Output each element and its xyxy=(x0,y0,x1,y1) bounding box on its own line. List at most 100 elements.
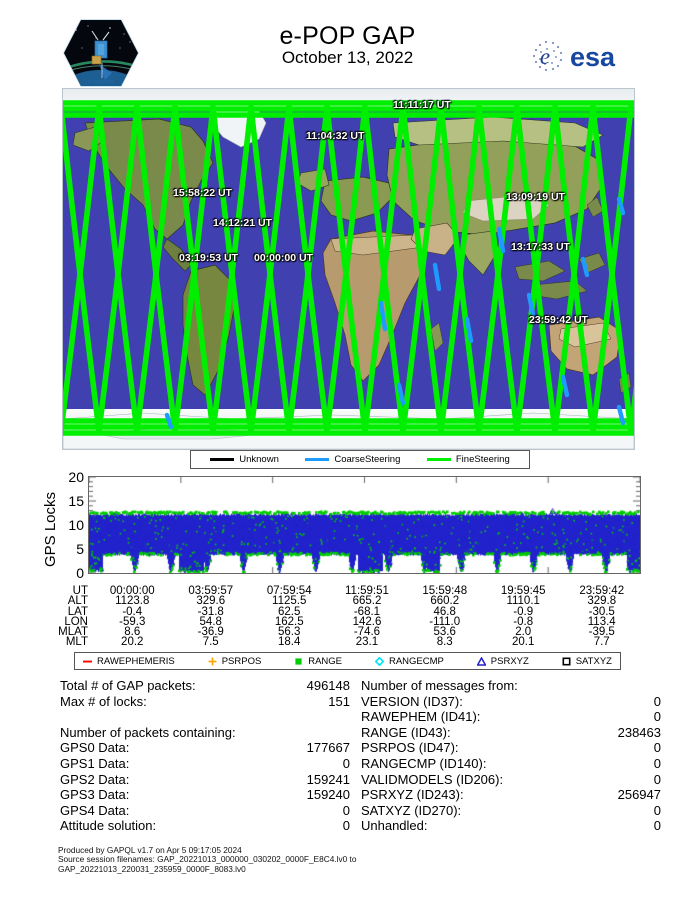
stat-label: GPS1 Data: xyxy=(60,755,130,771)
map-ut-label: 13:17:33 UT xyxy=(511,241,570,253)
ephemeris-row-label: LAT xyxy=(67,605,88,618)
stat-value: 0 xyxy=(653,818,661,834)
stat-total-packets: Total # of GAP packets: 496148 xyxy=(60,678,350,694)
stat-label: GPS2 Data: xyxy=(60,771,130,787)
triangle-marker-icon xyxy=(476,655,487,666)
stat-value: 496148 xyxy=(306,678,350,693)
ephemeris-cell: 07:59:54 xyxy=(266,585,312,597)
stat-row: Attitude solution: 0 xyxy=(60,818,350,834)
legend-label: SATXYZ xyxy=(575,655,612,667)
stat-row: SATXYZ (ID270): 0 xyxy=(361,803,661,819)
ephemeris-cell: 660.2 xyxy=(430,595,460,608)
stat-label: Attitude solution: xyxy=(60,818,157,834)
ephemeris-cell: 20.2 xyxy=(121,636,144,649)
ephemeris-grid: UT 00:00:00 03:59:57 07:59:54 11:59:51 15:59:… xyxy=(46,585,641,649)
statistics-section: Total # of GAP packets: 496148 Max # of … xyxy=(46,678,661,838)
ephemeris-cell: 03:59:57 xyxy=(188,585,234,597)
ephemeris-cell: 1123.8 xyxy=(115,595,150,608)
line-swatch-icon xyxy=(210,458,235,461)
legend-item-psrpos: PSRPOS xyxy=(208,655,262,667)
line-swatch-icon xyxy=(426,458,451,461)
stat-label: GPS4 Data: xyxy=(60,802,130,818)
footer-provenance: Produced by GAPQL v1.7 on Apr 5 09:17:05… xyxy=(58,845,658,874)
plus-marker-icon xyxy=(208,657,217,666)
legend-label: RANGECMP xyxy=(388,655,444,667)
ephemeris-cell: 665.2 xyxy=(352,595,382,608)
stat-value: 0 xyxy=(653,802,661,818)
map-ut-label: 13:09:19 UT xyxy=(506,191,565,203)
ephemeris-cell: 19:59:45 xyxy=(500,585,546,597)
stat-label: GPS3 Data: xyxy=(60,787,130,803)
square-marker-icon xyxy=(294,657,303,666)
stat-label: PSRPOS (ID47): xyxy=(361,740,459,756)
ephemeris-cell: 329.6 xyxy=(196,595,226,608)
esa-logo-icon: e esa xyxy=(530,39,616,73)
ephemeris-cell: -39.5 xyxy=(588,626,615,639)
ephemeris-row: LON -59.3 54.8 162.5 142.6 -111.0 -0.8 113.4 xyxy=(46,615,641,628)
y-tick-label: 10 xyxy=(68,517,84,533)
legend-item-coarsesteering: CoarseSteering xyxy=(305,454,400,465)
ephemeris-cell: 7.5 xyxy=(202,636,219,649)
chart-y-axis-label: GPS Locks xyxy=(42,491,59,567)
y-tick-label: 20 xyxy=(68,469,84,485)
stat-row: PSRXYZ (ID243): 256947 xyxy=(361,787,661,803)
stat-value: 159240 xyxy=(306,787,350,803)
stat-value: 0 xyxy=(653,740,661,756)
stat-label: Total # of GAP packets: xyxy=(60,678,196,693)
footer-source-line-1: Source session filenames: GAP_20221013_0… xyxy=(58,854,357,865)
stat-label: RANGE (ID43): xyxy=(361,724,451,740)
stat-label: RANGECMP (ID140): xyxy=(361,755,487,771)
legend-label: PSRPOS xyxy=(221,655,262,667)
stat-row: PSRPOS (ID47): 0 xyxy=(361,740,661,756)
ephemeris-row: MLT 20.2 7.5 18.4 23.1 8.3 20.1 7.7 xyxy=(46,636,641,649)
chart-y-axis-ticks: 20 15 10 5 0 xyxy=(60,469,86,581)
report-header: CASSIOPE e-POP GAP October 13, 2022 xyxy=(0,0,695,88)
map-legend: Unknown CoarseSteering FineSteering xyxy=(190,450,530,469)
stat-label: GPS0 Data: xyxy=(60,740,130,756)
ephemeris-cell: 142.6 xyxy=(352,615,382,628)
ephemeris-cell: -111.0 xyxy=(429,615,461,628)
ephemeris-cell: 46.8 xyxy=(433,605,456,618)
ephemeris-cell: 20.1 xyxy=(512,636,535,649)
dash-marker-icon xyxy=(83,657,92,666)
stat-row: GPS4 Data: 0 xyxy=(60,803,350,819)
ephemeris-table: UT 00:00:00 03:59:57 07:59:54 11:59:51 15:59:… xyxy=(46,585,641,649)
ephemeris-cell: -36.9 xyxy=(197,626,224,639)
svg-text:e: e xyxy=(540,44,550,69)
stat-label: VERSION (ID37): xyxy=(361,693,463,709)
stat-label: VALIDMODELS (ID206): xyxy=(361,771,504,787)
map-ut-label: 11:11:17 UT xyxy=(393,99,451,111)
ephemeris-cell: 15:59:48 xyxy=(422,585,468,597)
diamond-marker-icon xyxy=(374,656,385,666)
legend-item-range: RANGE xyxy=(294,656,342,667)
stat-row: GPS0 Data: 177667 xyxy=(60,740,350,756)
stat-value: 159241 xyxy=(306,771,350,787)
legend-item-satxyz: SATXYZ xyxy=(562,656,612,667)
open-square-marker-icon xyxy=(562,656,571,666)
ephemeris-cell: 8.3 xyxy=(436,636,453,649)
ephemeris-row-label: MLAT xyxy=(58,626,88,639)
ephemeris-row: UT 00:00:00 03:59:57 07:59:54 11:59:51 15:59:… xyxy=(46,585,641,597)
stat-row: VERSION (ID37): 0 xyxy=(361,694,661,710)
ephemeris-cell: -31.8 xyxy=(197,605,224,618)
world-map-with-orbit-tracks xyxy=(63,89,634,449)
footer-source-line-2: GAP_20221013_220031_235959_0000F_8083.lv… xyxy=(58,863,246,874)
ephemeris-cell: 8.6 xyxy=(124,626,141,639)
statistics-left-column: Total # of GAP packets: 496148 Max # of … xyxy=(60,678,350,834)
ephemeris-cell: 62.5 xyxy=(278,605,301,618)
map-ut-label: 00:00:00 UT xyxy=(254,252,313,264)
legend-item-unknown: Unknown xyxy=(210,454,279,465)
stat-value: 238463 xyxy=(617,724,661,740)
map-ut-label: 03:19:53 UT xyxy=(179,252,238,264)
ephemeris-cell: -0.9 xyxy=(513,605,534,618)
patch-mission-name: CASSIOPE xyxy=(88,79,115,84)
stat-row: RANGE (ID43): 238463 xyxy=(361,725,661,741)
ephemeris-cell: 329.8 xyxy=(587,595,617,608)
footer-produced-by: Produced by GAPQL v1.7 on Apr 5 09:17:05… xyxy=(58,845,242,855)
ephemeris-row: ALT 1123.8 329.6 1125.5 665.2 660.2 1110.1 329.… xyxy=(46,595,641,608)
ephemeris-cell: 54.8 xyxy=(199,615,222,628)
message-count-rows: VERSION (ID37): 0 RAWEPHEM (ID41): 0 RANGE (… xyxy=(361,694,661,834)
legend-label: PSRXYZ xyxy=(490,655,529,667)
ephemeris-cell: 23.1 xyxy=(355,636,379,649)
ground-track-map: 11:11:17 UT 11:04:32 UT 15:58:22 UT 13:0… xyxy=(62,88,635,450)
